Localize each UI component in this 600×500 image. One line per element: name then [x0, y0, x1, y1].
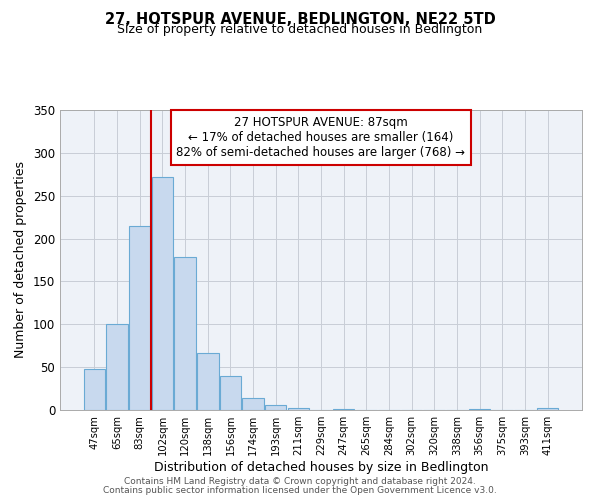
Bar: [333, 409, 355, 410]
Text: 27 HOTSPUR AVENUE: 87sqm
← 17% of detached houses are smaller (164)
82% of semi-: 27 HOTSPUR AVENUE: 87sqm ← 17% of detach…: [176, 116, 466, 159]
Bar: [220, 376, 241, 410]
Bar: [152, 177, 173, 410]
X-axis label: Distribution of detached houses by size in Bedlington: Distribution of detached houses by size …: [154, 461, 488, 474]
Text: Contains public sector information licensed under the Open Government Licence v3: Contains public sector information licen…: [103, 486, 497, 495]
Bar: [469, 409, 490, 410]
Bar: [129, 226, 151, 410]
Y-axis label: Number of detached properties: Number of detached properties: [14, 162, 28, 358]
Bar: [106, 324, 128, 410]
Text: Contains HM Land Registry data © Crown copyright and database right 2024.: Contains HM Land Registry data © Crown c…: [124, 477, 476, 486]
Bar: [287, 408, 309, 410]
Bar: [265, 405, 286, 410]
Bar: [175, 258, 196, 410]
Bar: [537, 408, 558, 410]
Text: 27, HOTSPUR AVENUE, BEDLINGTON, NE22 5TD: 27, HOTSPUR AVENUE, BEDLINGTON, NE22 5TD: [104, 12, 496, 28]
Bar: [242, 398, 264, 410]
Bar: [84, 369, 105, 410]
Bar: [197, 352, 218, 410]
Text: Size of property relative to detached houses in Bedlington: Size of property relative to detached ho…: [118, 22, 482, 36]
